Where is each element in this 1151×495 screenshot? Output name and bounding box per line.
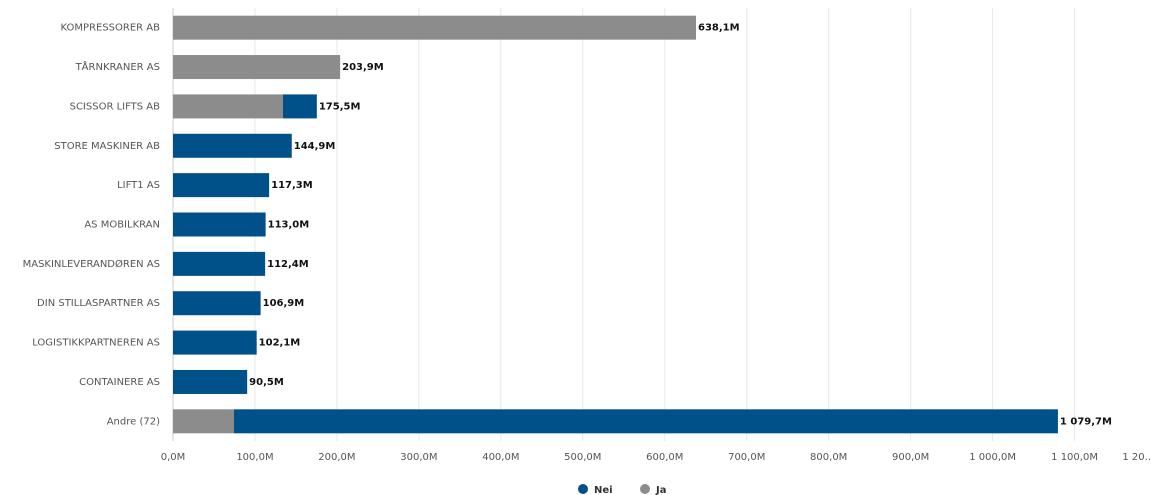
legend-marker: [640, 484, 650, 494]
legend-marker: [578, 484, 588, 494]
legend-label: Ja: [655, 485, 666, 495]
y-tick-label: AS MOBILKRAN: [84, 220, 160, 231]
bar-segment: [233, 409, 1058, 434]
y-tick-label: SCISSOR LIFTS AB: [70, 101, 161, 112]
bar-segment: [173, 409, 234, 434]
x-tick-label: 1 100,0M: [1051, 452, 1098, 463]
bar-segment: [173, 291, 261, 316]
x-tick-label: 600,0M: [646, 452, 683, 463]
total-label: 112,4M: [267, 259, 309, 270]
y-tick-label: Andre (72): [107, 416, 160, 427]
total-label: 90,5M: [249, 377, 284, 388]
y-tick-label: LOGISTIKKPARTNEREN AS: [32, 338, 160, 349]
x-tick-label: 300,0M: [400, 452, 437, 463]
x-tick-label: 700,0M: [728, 452, 765, 463]
bar-segment: [282, 94, 317, 119]
x-tick-label: 100,0M: [236, 452, 273, 463]
bar-segment: [173, 133, 292, 158]
y-tick-label: CONTAINERE AS: [79, 377, 160, 388]
total-label: 175,5M: [319, 101, 361, 112]
y-tick-label: KOMPRESSORER AB: [61, 23, 161, 34]
total-label: 102,1M: [259, 338, 301, 349]
x-tick-label: 900,0M: [892, 452, 929, 463]
bar-segment: [173, 55, 341, 80]
total-label: 1 079,7M: [1060, 416, 1112, 427]
x-tick-label: 400,0M: [482, 452, 519, 463]
bar-segment: [173, 251, 266, 276]
x-tick-label: 1 20..: [1122, 452, 1151, 463]
bar-segment: [173, 15, 696, 40]
bar-segment: [173, 212, 266, 237]
bar-segment: [173, 369, 248, 394]
legend-label: Nei: [594, 485, 613, 495]
total-label: 638,1M: [698, 23, 740, 34]
total-label: 106,9M: [263, 298, 305, 309]
total-label: 144,9M: [294, 141, 336, 152]
y-tick-label: TÅRNKRANER AS: [75, 60, 160, 73]
x-tick-label: 800,0M: [810, 452, 847, 463]
x-tick-label: 1 000,0M: [969, 452, 1016, 463]
bar-segment: [173, 94, 283, 119]
y-tick-label: DIN STILLASPARTNER AS: [37, 298, 160, 309]
x-tick-label: 500,0M: [564, 452, 601, 463]
y-tick-label: MASKINLEVERANDØREN AS: [23, 258, 160, 270]
x-tick-label: 0,0M: [161, 452, 186, 463]
total-label: 113,0M: [268, 220, 310, 231]
y-tick-label: LIFT1 AS: [117, 180, 160, 191]
total-label: 117,3M: [271, 180, 313, 191]
bar-segment: [173, 330, 257, 355]
total-label: 203,9M: [342, 62, 384, 73]
y-tick-label: STORE MASKINER AB: [54, 141, 160, 152]
x-tick-label: 200,0M: [318, 452, 355, 463]
bar-segment: [173, 173, 270, 198]
